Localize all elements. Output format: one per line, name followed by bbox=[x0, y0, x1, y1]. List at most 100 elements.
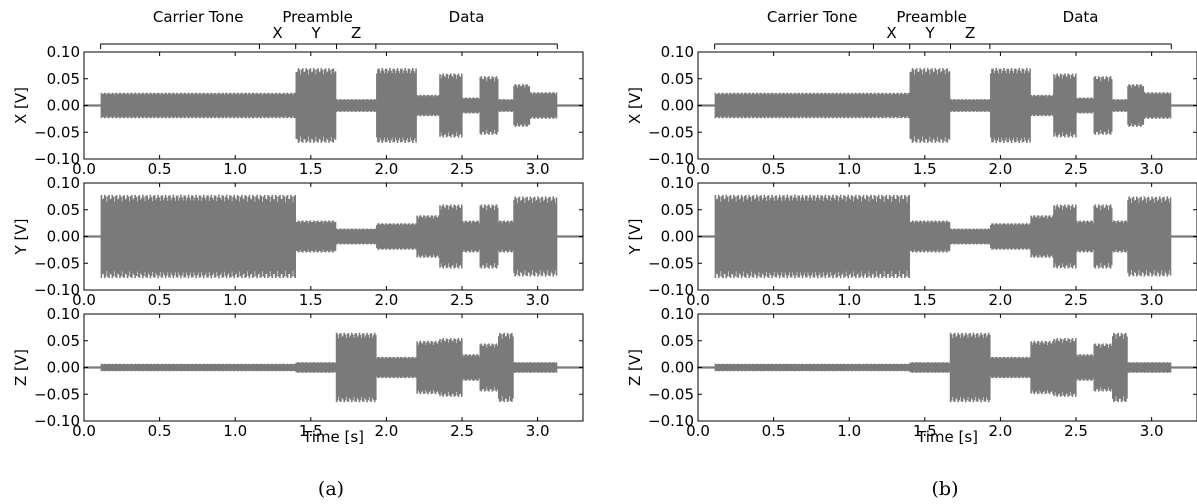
x-tick-label: 2.5 bbox=[1064, 291, 1088, 309]
panel-a: Carrier Tone Preamble Data X Y Z 0.10 0.05 0.00 −… bbox=[12, 8, 584, 446]
y-tick-label: 0.00 bbox=[661, 97, 694, 115]
x-tick-label: 0.5 bbox=[762, 291, 786, 309]
y-tick-label: 0.05 bbox=[47, 201, 80, 219]
x-tick-label: 2.5 bbox=[450, 422, 474, 440]
x-tick-label: 1.0 bbox=[837, 291, 861, 309]
y-tick-label: 0.10 bbox=[661, 43, 694, 61]
y-tick-label: −0.10 bbox=[648, 281, 694, 299]
panel-b: Carrier Tone Preamble Data X Y Z 0.10 0.05 0.00 −… bbox=[626, 8, 1197, 446]
segment-annotations: Carrier Tone Preamble Data X Y Z bbox=[100, 8, 558, 49]
x-tick-label: 0.0 bbox=[72, 291, 96, 309]
x-tick-label: 2.5 bbox=[450, 160, 474, 178]
y-axis-label: Z [V] bbox=[626, 349, 644, 386]
x-tick-label: 2.0 bbox=[374, 291, 398, 309]
segment-label: Data bbox=[1063, 8, 1099, 26]
y-tick-label: −0.10 bbox=[648, 150, 694, 168]
y-tick-label: 0.10 bbox=[661, 305, 694, 323]
subplot: 0.10 0.05 0.00 −0.05 −0.100.0 0.5 1.0 1.5 2.0 2.5… bbox=[12, 43, 584, 178]
y-axis-label: Y [V] bbox=[626, 219, 644, 256]
x-tick-label: 2.5 bbox=[1064, 160, 1088, 178]
signal-waveform bbox=[83, 68, 584, 143]
y-tick-label: 0.05 bbox=[661, 70, 694, 88]
x-tick-label: 0.0 bbox=[686, 160, 710, 178]
caption-a: (a) bbox=[318, 478, 344, 500]
y-tick-label: −0.10 bbox=[648, 412, 694, 430]
signal-waveform bbox=[697, 332, 1197, 403]
x-tick-label: 2.5 bbox=[450, 291, 474, 309]
x-tick-label: 0.0 bbox=[72, 160, 96, 178]
x-tick-label: 2.0 bbox=[988, 291, 1012, 309]
x-tick-label: 0.5 bbox=[148, 160, 172, 178]
y-tick-label: 0.00 bbox=[47, 97, 80, 115]
x-tick-label: 1.0 bbox=[837, 160, 861, 178]
segment-sublabel: Y bbox=[311, 24, 322, 42]
y-axis-label: Y [V] bbox=[12, 219, 30, 256]
y-tick-label: −0.05 bbox=[34, 123, 80, 141]
y-tick-label: 0.05 bbox=[661, 332, 694, 350]
x-tick-label: 2.5 bbox=[1064, 422, 1088, 440]
y-tick-label: −0.10 bbox=[34, 412, 80, 430]
y-axis-label: X [V] bbox=[12, 87, 30, 124]
x-tick-label: 2.0 bbox=[988, 160, 1012, 178]
y-axis-label: X [V] bbox=[626, 87, 644, 124]
x-tick-label: 1.5 bbox=[299, 291, 323, 309]
caption-b: (b) bbox=[932, 478, 959, 500]
segment-label: Preamble bbox=[282, 8, 353, 26]
x-tick-label: 0.5 bbox=[148, 422, 172, 440]
x-tick-label: 0.0 bbox=[686, 291, 710, 309]
x-tick-label: 3.0 bbox=[1140, 422, 1164, 440]
x-tick-label: 1.0 bbox=[223, 291, 247, 309]
y-tick-label: −0.05 bbox=[34, 385, 80, 403]
x-tick-label: 1.5 bbox=[913, 422, 937, 440]
x-tick-label: 0.0 bbox=[72, 422, 96, 440]
y-tick-label: −0.05 bbox=[648, 123, 694, 141]
segment-sublabel: X bbox=[886, 24, 896, 42]
x-tick-label: 3.0 bbox=[526, 422, 550, 440]
segment-sublabel: Y bbox=[925, 24, 936, 42]
x-tick-label: 1.5 bbox=[299, 422, 323, 440]
x-tick-label: 0.0 bbox=[686, 422, 710, 440]
x-tick-label: 2.0 bbox=[374, 422, 398, 440]
x-tick-label: 2.0 bbox=[374, 160, 398, 178]
segment-label: Data bbox=[449, 8, 485, 26]
subplot: 0.10 0.05 0.00 −0.05 −0.100.0 0.5 1.0 1.5 2.0 2.5… bbox=[626, 43, 1197, 178]
x-tick-label: 0.5 bbox=[762, 160, 786, 178]
y-axis-label: Z [V] bbox=[12, 349, 30, 386]
x-tick-label: 1.0 bbox=[223, 422, 247, 440]
y-tick-label: 0.10 bbox=[47, 305, 80, 323]
segment-annotations: Carrier Tone Preamble Data X Y Z bbox=[714, 8, 1172, 49]
segment-label: Carrier Tone bbox=[767, 8, 858, 26]
y-tick-label: −0.05 bbox=[648, 254, 694, 272]
x-tick-label: 3.0 bbox=[1140, 160, 1164, 178]
y-tick-label: 0.10 bbox=[47, 43, 80, 61]
subplot: 0.10 0.05 0.00 −0.05 −0.100.0 0.5 1.0 1.5 2.0 2.5… bbox=[12, 174, 584, 309]
segment-sublabel: X bbox=[272, 24, 282, 42]
segment-sublabel: Z bbox=[351, 24, 361, 42]
y-tick-label: −0.05 bbox=[34, 254, 80, 272]
y-tick-label: 0.05 bbox=[47, 332, 80, 350]
subplot: 0.10 0.05 0.00 −0.05 −0.100.0 0.5 1.0 1.5 2.0 2.5… bbox=[626, 305, 1197, 440]
segment-label: Carrier Tone bbox=[153, 8, 244, 26]
y-tick-label: −0.10 bbox=[34, 281, 80, 299]
y-tick-label: 0.05 bbox=[661, 201, 694, 219]
x-axis-label: Time [s] bbox=[302, 428, 364, 446]
y-tick-label: 0.00 bbox=[47, 359, 80, 377]
x-tick-label: 1.0 bbox=[837, 422, 861, 440]
x-tick-label: 1.5 bbox=[299, 160, 323, 178]
x-axis-label: Time [s] bbox=[916, 428, 978, 446]
x-tick-label: 3.0 bbox=[1140, 291, 1164, 309]
x-tick-label: 3.0 bbox=[526, 160, 550, 178]
signal-waveform bbox=[697, 194, 1197, 279]
y-tick-label: −0.05 bbox=[648, 385, 694, 403]
y-tick-label: 0.00 bbox=[661, 228, 694, 246]
y-tick-label: 0.10 bbox=[661, 174, 694, 192]
x-tick-label: 1.5 bbox=[913, 160, 937, 178]
signal-waveform bbox=[697, 68, 1197, 143]
subplot: 0.10 0.05 0.00 −0.05 −0.100.0 0.5 1.0 1.5 2.0 2.5… bbox=[626, 174, 1197, 309]
y-tick-label: 0.00 bbox=[661, 359, 694, 377]
y-tick-label: 0.10 bbox=[47, 174, 80, 192]
y-tick-label: 0.00 bbox=[47, 228, 80, 246]
signal-waveform bbox=[83, 332, 584, 403]
subplot: 0.10 0.05 0.00 −0.05 −0.100.0 0.5 1.0 1.5 2.0 2.5… bbox=[12, 305, 584, 440]
